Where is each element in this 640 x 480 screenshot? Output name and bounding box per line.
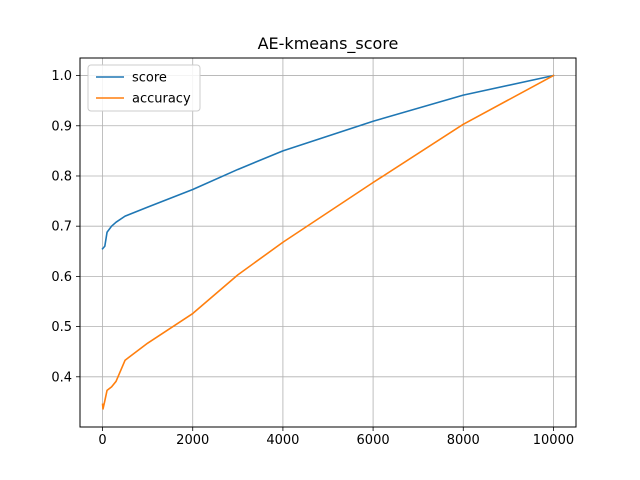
legend-label-score: score — [132, 71, 167, 86]
legend-label-accuracy: accuracy — [132, 92, 191, 107]
x-tick-label: 4000 — [266, 433, 299, 448]
y-tick-label: 0.4 — [51, 370, 72, 385]
y-tick-label: 0.7 — [51, 220, 72, 235]
series-line-accuracy — [101, 74, 555, 410]
x-tick-label: 6000 — [357, 433, 390, 448]
y-tick-label: 0.5 — [51, 320, 72, 335]
legend: score accuracy — [87, 64, 201, 112]
y-tick-label: 1.0 — [51, 69, 72, 84]
plot-frame — [79, 57, 577, 428]
x-tick-label: 2000 — [176, 433, 209, 448]
y-tick-label: 0.6 — [51, 270, 72, 285]
chart-title: AE-kmeans_score — [258, 34, 399, 54]
series-layer — [101, 74, 555, 410]
x-tick-label: 0 — [98, 433, 106, 448]
series-line-score — [101, 74, 555, 250]
x-tick-label: 8000 — [447, 433, 480, 448]
tick-layer: 0 2000 4000 6000 8000 10000 0.4 0.5 0.6 0.7 0.8 0.9… — [51, 69, 574, 448]
y-tick-label: 0.9 — [51, 119, 72, 134]
x-tick-label: 10000 — [533, 433, 574, 448]
y-tick-label: 0.8 — [51, 169, 72, 184]
